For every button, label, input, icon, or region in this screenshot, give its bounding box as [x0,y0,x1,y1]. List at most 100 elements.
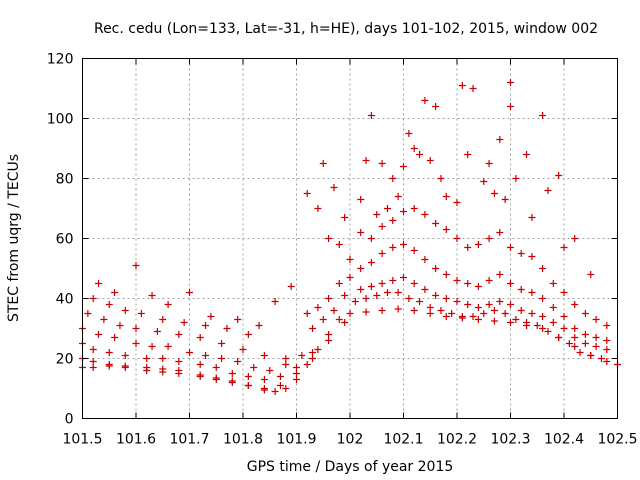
data-point [528,253,536,260]
data-point [464,244,472,251]
x-tick-label: 102.3 [490,432,530,448]
data-point [437,307,445,314]
data-point [458,313,466,320]
data-point [496,298,504,305]
data-point [186,349,193,356]
data-point [485,160,493,167]
data-point [544,187,552,194]
data-point [309,325,317,332]
data-point [148,343,156,350]
data-point [282,361,290,368]
data-point [517,250,525,257]
data-point [592,316,600,323]
data-point [480,310,488,317]
data-point [164,301,172,308]
data-point [293,370,300,377]
data-point [346,256,354,263]
data-point [351,298,359,305]
data-point [95,280,103,287]
data-point [378,307,386,314]
data-point [528,214,536,221]
data-point [367,235,375,242]
data-point [549,304,557,311]
data-point [309,355,317,362]
data-point [228,377,236,385]
data-point [539,265,547,272]
data-point [111,289,119,296]
data-point [405,295,413,302]
data-point [432,103,440,110]
data-point [496,271,504,278]
data-point [453,277,461,284]
data-point [89,346,97,353]
x-tick-label: 101.6 [116,432,156,448]
data-point [373,211,381,218]
data-point [164,343,172,350]
data-point [410,145,418,152]
data-point [442,313,450,320]
data-point [111,334,119,341]
data-point [571,334,579,341]
data-point [234,358,242,365]
data-point [121,362,129,370]
data-point [341,214,349,221]
data-point [186,289,193,296]
data-point [212,374,220,382]
data-point [143,355,151,362]
data-point [474,241,482,248]
data-point [448,310,456,317]
data-point [159,355,167,362]
data-point [453,235,461,242]
data-point [421,286,429,293]
data-point [597,355,605,362]
data-point [303,190,311,197]
data-point [416,151,424,158]
data-point [293,376,300,383]
data-point [512,316,520,323]
data-point [383,205,391,212]
data-point [303,361,311,368]
data-point [507,103,514,110]
data-point [533,322,541,329]
data-point [496,229,504,236]
data-point [400,274,407,281]
data-point [234,316,242,323]
data-point [105,349,113,356]
data-point [539,313,547,320]
data-point [175,367,183,374]
data-point [592,334,600,341]
x-axis-label: GPS time / Days of year 2015 [247,459,454,475]
data-point [314,346,322,353]
data-point [335,241,343,248]
data-point [426,304,434,311]
data-point [501,196,509,203]
y-tick-label: 20 [56,352,74,368]
data-point [485,277,493,284]
data-point [319,160,327,167]
data-point [565,340,573,347]
data-point [303,310,311,317]
data-point [400,208,407,215]
data-point [218,340,226,347]
data-point [555,172,563,179]
data-point [84,310,92,317]
data-point [276,373,284,380]
data-point [571,235,579,242]
data-point [378,160,386,167]
data-point [603,322,611,329]
data-point [507,79,514,86]
data-point [432,265,440,272]
data-point [490,307,498,314]
data-point [212,364,220,371]
data-point [132,262,140,269]
data-point [314,205,322,212]
data-point [357,196,365,203]
data-point [544,328,552,335]
ticks-layer: 101.5 101.6 101.7 101.8 101.9 102 102.1 102.2 10… [47,52,638,448]
data-point [148,292,156,299]
data-point [432,220,440,227]
data-point [196,361,204,368]
data-point [293,364,300,371]
x-tick-label: 101.8 [223,432,263,448]
grid-layer [82,58,618,419]
